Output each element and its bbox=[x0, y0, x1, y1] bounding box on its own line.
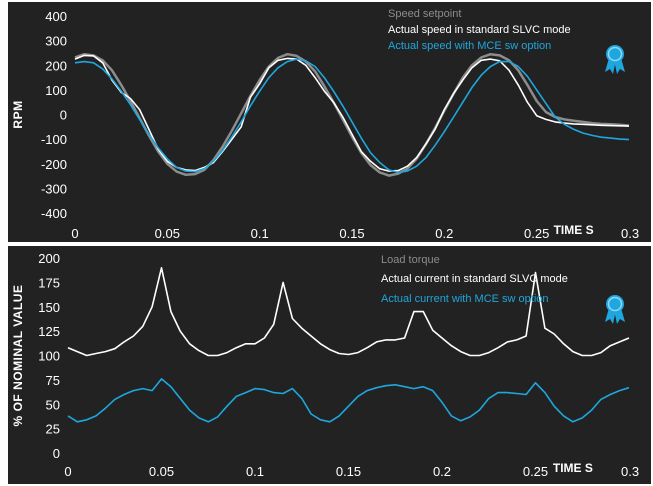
current-chart-panel: 200 175 150 125 100 75 50 25 0 0 0.05 0.1 0.15 0.2 0.2… bbox=[8, 246, 651, 484]
x-tick-label: 0.05 bbox=[149, 464, 174, 479]
x-tick-label: 0 bbox=[64, 464, 71, 479]
current-chart: 200 175 150 125 100 75 50 25 00 0.05 0.1 0.15 0.2 0.2… bbox=[11, 251, 639, 479]
series-line-mce bbox=[67, 378, 630, 423]
speed-chart: 400 300 200 100 0 -100 -200 -300 -400 0 0.05 0.1 0.1… bbox=[11, 8, 639, 241]
legend-entry-mce: Actual speed with MCE sw option bbox=[388, 40, 551, 52]
legend-entry-mce: Actual current with MCE sw option bbox=[381, 293, 549, 305]
x-tick-label: 0.25 bbox=[523, 464, 548, 479]
y-tick-label: 300 bbox=[45, 34, 67, 49]
x-tick-label: 0.1 bbox=[246, 464, 264, 479]
y-tick-label: 0 bbox=[60, 108, 67, 123]
speed-chart-panel: 400 300 200 100 0 -100 -200 -300 -400 0 0.05 0.1 0.1… bbox=[8, 2, 651, 242]
y-tick-label: 100 bbox=[38, 349, 60, 364]
legend-entry-setpoint: Speed setpoint bbox=[388, 8, 461, 20]
y-tick-label: 50 bbox=[46, 397, 60, 412]
x-axis-title: TIME S bbox=[554, 223, 594, 237]
y-tick-label: 200 bbox=[45, 58, 67, 73]
y-tick-label: 75 bbox=[46, 373, 60, 388]
y-tick-label: -100 bbox=[41, 132, 67, 147]
x-tick-label: 0.2 bbox=[433, 464, 451, 479]
y-tick-label: 25 bbox=[46, 422, 60, 437]
y-tick-label: 400 bbox=[45, 9, 67, 24]
award-ribbon-icon bbox=[605, 295, 625, 324]
y-tick-label: -300 bbox=[41, 181, 67, 196]
x-tick-label: 0.3 bbox=[621, 464, 639, 479]
y-tick-label: 100 bbox=[45, 83, 67, 98]
x-axis-title: TIME S bbox=[553, 461, 593, 475]
x-tick-label: 0 bbox=[71, 226, 78, 241]
x-tick-label: 0.25 bbox=[524, 226, 549, 241]
series-line-slvc bbox=[67, 266, 630, 357]
x-tick-label: 0.3 bbox=[621, 226, 639, 241]
series-line-mce bbox=[74, 58, 630, 174]
x-tick-label: 0.15 bbox=[336, 464, 361, 479]
legend-entry-setpoint: Load torque bbox=[381, 254, 440, 266]
x-tick-label: 0.1 bbox=[251, 226, 269, 241]
y-tick-label: 125 bbox=[38, 324, 60, 339]
legend-entry-slvc: Actual current in standard SLVC mode bbox=[381, 273, 568, 285]
y-axis-title: % OF NOMINAL VALUE bbox=[11, 285, 25, 427]
y-axis-title: RPM bbox=[11, 100, 25, 128]
award-ribbon-icon bbox=[605, 45, 625, 74]
legend-entry-slvc: Actual speed in standard SLVC mode bbox=[388, 24, 571, 36]
y-tick-label: 150 bbox=[38, 300, 60, 315]
x-tick-label: 0.15 bbox=[339, 226, 364, 241]
x-tick-label: 0.05 bbox=[155, 226, 180, 241]
y-tick-label: -200 bbox=[41, 157, 67, 172]
y-tick-label: 175 bbox=[38, 275, 60, 290]
y-tick-label: -400 bbox=[41, 206, 67, 221]
y-tick-label: 200 bbox=[38, 251, 60, 266]
y-tick-label: 0 bbox=[53, 446, 60, 461]
x-tick-label: 0.2 bbox=[435, 226, 453, 241]
series-line-slvc bbox=[74, 54, 630, 172]
series-line-setpoint bbox=[74, 52, 630, 177]
